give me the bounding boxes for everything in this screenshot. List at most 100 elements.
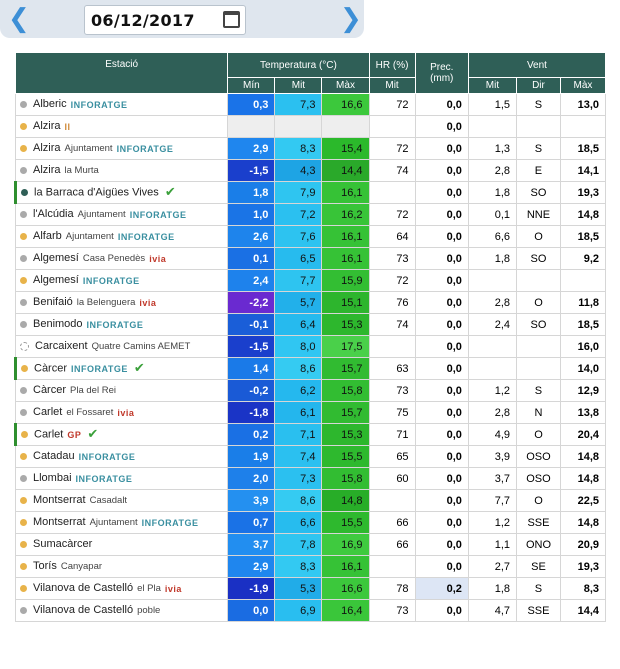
wind-max: 12,9 — [559, 379, 607, 402]
wind-mit: 2,7 — [467, 555, 518, 578]
source-tag: INFORATGE — [141, 517, 199, 528]
table-row[interactable]: Carlet el Fossaret ivia -1,8 6,1 15,7 75 0,0 2,8… — [14, 401, 607, 424]
station-cell[interactable]: l'Alcúdia Ajuntament INFORATGE — [14, 203, 229, 226]
humidity: 73 — [368, 247, 416, 270]
table-row[interactable]: Vilanova de Castelló poble 0,0 6,9 16,4 73 0,0… — [14, 599, 607, 622]
humidity: 74 — [368, 159, 416, 182]
table-row[interactable]: Algemesí Casa Penedès ivia 0,1 6,5 16,1 73 0,0 1… — [14, 247, 607, 270]
table-row[interactable]: Alzira Ajuntament INFORATGE 2,9 8,3 15,4 72 0,0… — [14, 137, 607, 160]
table-row[interactable]: Catadau INFORATGE 1,9 7,4 15,5 65 0,0 3,9 OSO 14,… — [14, 445, 607, 468]
station-cell[interactable]: Algemesí INFORATGE — [14, 269, 229, 292]
table-row[interactable]: l'Alcúdia Ajuntament INFORATGE 1,0 7,2 16,2 72… — [14, 203, 607, 226]
table-row[interactable]: Benifaió la Belenguera ivia -2,2 5,7 15,1 76 0,… — [14, 291, 607, 314]
station-sub: Ajuntament — [89, 517, 138, 529]
humidity — [368, 489, 416, 512]
table-row[interactable]: Alberic INFORATGE 0,3 7,3 16,6 72 0,0 1,5 S 13,0 — [14, 93, 607, 116]
wind-max: 18,5 — [559, 225, 607, 248]
chevron-left-icon[interactable]: ❮ — [8, 4, 30, 34]
station-cell[interactable]: Carlet GP ✔ — [13, 423, 229, 446]
temp-mit: 7,8 — [274, 533, 323, 556]
precipitation: 0,0 — [414, 247, 469, 270]
humidity: 78 — [368, 577, 416, 600]
temp-min: 1,4 — [227, 357, 276, 380]
station-cell[interactable]: Algemesí Casa Penedès ivia — [14, 247, 229, 270]
station-cell[interactable]: Càrcer Pla del Rei — [14, 379, 229, 402]
temp-mit: 5,3 — [274, 577, 323, 600]
chevron-right-icon[interactable]: ❯ — [340, 4, 362, 34]
station-cell[interactable]: Catadau INFORATGE — [14, 445, 229, 468]
temp-min: -0,1 — [227, 313, 276, 336]
station-cell[interactable]: la Barraca d'Aigües Vives ✔ — [13, 181, 229, 204]
station-cell[interactable]: Carlet el Fossaret ivia — [14, 401, 229, 424]
table-row[interactable]: Vilanova de Castelló el Pla ivia -1,9 5,3 16,… — [14, 577, 607, 600]
station-cell[interactable]: Benimodo INFORATGE — [14, 313, 229, 336]
station-cell[interactable]: Alzira Ajuntament INFORATGE — [14, 137, 229, 160]
table-row[interactable]: Carlet GP ✔ 0,2 7,1 15,3 71 0,0 4,9 O 20,4 — [13, 423, 607, 446]
table-row[interactable]: Torís Canyapar 2,9 8,3 16,1 0,0 2,7 SE 19,3 — [14, 555, 607, 578]
table-row[interactable]: Montserrat Ajuntament INFORATGE 0,7 6,6 15,5 6… — [14, 511, 607, 534]
table-row[interactable]: Algemesí INFORATGE 2,4 7,7 15,9 72 0,0 — [14, 269, 607, 292]
table-row[interactable]: Alzira la Murta -1,5 4,3 14,4 74 0,0 2,8 E 14,1 — [14, 159, 607, 182]
wind-max: 14,8 — [559, 467, 607, 490]
temp-min: 0,7 — [227, 511, 276, 534]
station-cell[interactable]: Vilanova de Castelló poble — [14, 599, 229, 622]
status-dot-icon — [20, 321, 27, 329]
station-cell[interactable]: Llombai INFORATGE — [14, 467, 229, 490]
status-dot-icon — [20, 497, 27, 505]
precipitation: 0,0 — [414, 423, 469, 446]
wind-mit: 4,7 — [467, 599, 518, 622]
status-dot-icon — [20, 233, 27, 241]
wind-max: 14,1 — [559, 159, 607, 182]
station-sub: Canyapar — [60, 561, 103, 573]
wind-dir: O — [516, 291, 561, 314]
station-name: Benifaió — [33, 296, 73, 309]
station-cell[interactable]: Carcaixent Quatre Camins AEMET — [14, 335, 229, 358]
temp-max — [321, 115, 370, 138]
station-name: l'Alcúdia — [33, 208, 74, 221]
table-row[interactable]: Benimodo INFORATGE -0,1 6,4 15,3 74 0,0 2,4 SO 18… — [14, 313, 607, 336]
table-row[interactable]: Montserrat Casadalt 3,9 8,6 14,8 0,0 7,7 O 22,5 — [14, 489, 607, 512]
calendar-icon[interactable] — [223, 11, 240, 28]
wind-dir: N — [516, 401, 561, 424]
date-field[interactable]: 06/12/2017 — [84, 5, 246, 35]
source-tag: INFORATGE — [116, 143, 174, 154]
station-cell[interactable]: Alberic INFORATGE — [14, 93, 229, 116]
table-row[interactable]: Càrcer INFORATGE ✔ 1,4 8,6 15,7 63 0,0 14,0 — [13, 357, 607, 380]
wind-max: 14,0 — [559, 357, 607, 380]
table-row[interactable]: Alzira II 0,0 — [14, 115, 607, 138]
station-cell[interactable]: Montserrat Casadalt — [14, 489, 229, 512]
station-cell[interactable]: Càrcer INFORATGE ✔ — [13, 357, 229, 380]
station-cell[interactable]: Torís Canyapar — [14, 555, 229, 578]
station-cell[interactable]: Benifaió la Belenguera ivia — [14, 291, 229, 314]
temp-mit: 7,2 — [274, 203, 323, 226]
table-row[interactable]: la Barraca d'Aigües Vives ✔ 1,8 7,9 16,1 0,0 1… — [13, 181, 607, 204]
station-name: Alzira — [33, 142, 61, 155]
temp-max: 15,8 — [321, 379, 370, 402]
wind-dir: O — [516, 489, 561, 512]
header-estacio: Estació — [14, 52, 229, 94]
source-tag: II — [64, 121, 71, 132]
temp-mit: 4,3 — [274, 159, 323, 182]
table-row[interactable]: Alfarb Ajuntament INFORATGE 2,6 7,6 16,1 64 0,0… — [14, 225, 607, 248]
table-row[interactable]: Sumacàrcer 3,7 7,8 16,9 66 0,0 1,1 ONO 20,9 — [14, 533, 607, 556]
humidity: 66 — [368, 511, 416, 534]
wind-dir: SO — [516, 247, 561, 270]
precipitation: 0,0 — [414, 203, 469, 226]
station-name: Algemesí — [33, 252, 79, 265]
station-cell[interactable]: Alfarb Ajuntament INFORATGE — [14, 225, 229, 248]
station-cell[interactable]: Vilanova de Castelló el Pla ivia — [14, 577, 229, 600]
table-row[interactable]: Càrcer Pla del Rei -0,2 6,2 15,8 73 0,0 1,2 S 12,… — [14, 379, 607, 402]
source-tag: INFORATGE — [71, 363, 128, 374]
table-row[interactable]: Llombai INFORATGE 2,0 7,3 15,8 60 0,0 3,7 OSO 14,… — [14, 467, 607, 490]
table-row[interactable]: Carcaixent Quatre Camins AEMET -1,5 8,0 17,5… — [14, 335, 607, 358]
station-sub: Ajuntament — [65, 231, 114, 243]
station-cell[interactable]: Montserrat Ajuntament INFORATGE — [14, 511, 229, 534]
precipitation: 0,0 — [414, 401, 469, 424]
station-cell[interactable]: Alzira II — [14, 115, 229, 138]
source-tag: INFORATGE — [129, 209, 187, 220]
station-name: Càrcer — [33, 384, 67, 397]
station-cell[interactable]: Sumacàrcer — [14, 533, 229, 556]
humidity: 72 — [368, 93, 416, 116]
source-tag: INFORATGE — [75, 473, 133, 484]
station-cell[interactable]: Alzira la Murta — [14, 159, 229, 182]
